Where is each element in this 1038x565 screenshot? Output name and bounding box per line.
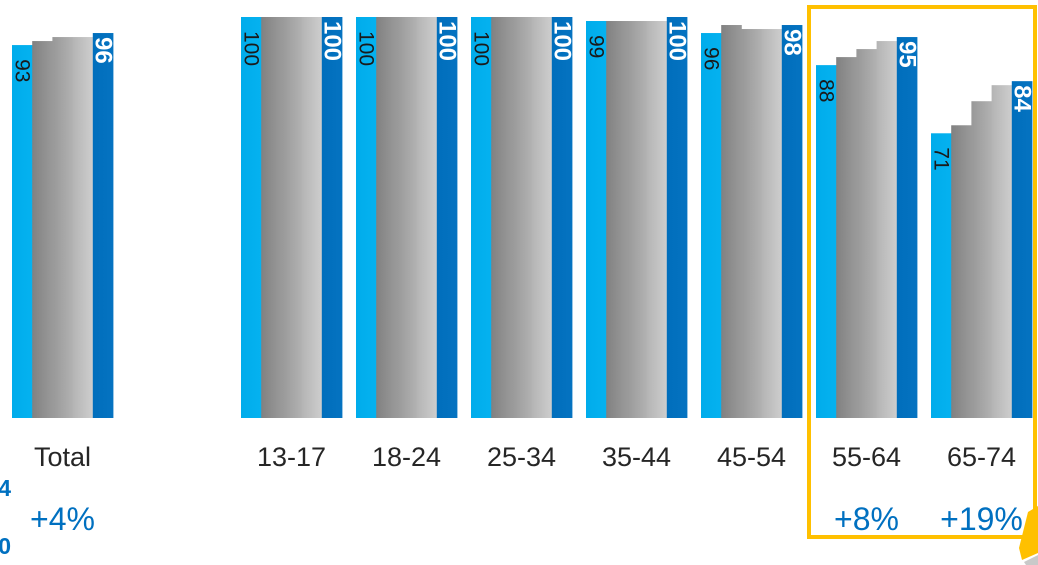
bar-35-44-series-1 <box>586 21 607 418</box>
bar-25-34-series-5 <box>551 17 573 418</box>
data-label-35-44-series-1: 99 <box>585 35 608 58</box>
bar-35-44-series-2 <box>606 21 627 418</box>
highlight-box <box>807 5 1037 539</box>
growth-label-total: +4% <box>30 501 95 537</box>
data-label-55-64-series-5: 95 <box>893 41 920 68</box>
category-label-45-54: 45-54 <box>717 442 786 472</box>
category-label-25-34: 25-34 <box>487 442 556 472</box>
bar-65-74-series-3 <box>971 101 992 419</box>
bar-45-54-series-2 <box>721 25 742 419</box>
bar-13-17-series-1 <box>241 17 262 418</box>
bar-18-24-series-2 <box>376 17 397 418</box>
bar-25-34-series-2 <box>491 17 512 418</box>
bar-group-35-44: 99 100 <box>585 17 690 418</box>
data-label-total-series-1: 93 <box>11 59 34 82</box>
bar-65-74-series-2 <box>951 125 972 419</box>
bar-group-18-24: 100 100 <box>355 17 460 418</box>
bar-group-45-54: 96 98 <box>700 25 805 419</box>
data-label-65-74-series-1: 71 <box>930 147 953 170</box>
data-label-18-24-series-1: 100 <box>355 31 378 66</box>
bar-13-17-series-2 <box>261 17 282 418</box>
bar-35-44-series-5 <box>666 17 688 418</box>
category-label-65-74: 65-74 <box>947 442 1016 472</box>
data-label-25-34-series-5: 100 <box>548 21 575 61</box>
bar-18-24-series-1 <box>356 17 377 418</box>
data-label-35-44-series-5: 100 <box>663 21 690 61</box>
bar-45-54-series-5 <box>781 25 803 419</box>
left-edge-text-2: 0 <box>0 533 11 559</box>
bar-55-64-series-1 <box>816 65 837 419</box>
bar-total-series-2 <box>32 41 53 419</box>
growth-label-55-64: +8% <box>834 501 899 537</box>
bar-total-series-3 <box>52 37 73 419</box>
data-label-55-64-series-1: 88 <box>815 79 838 102</box>
bar-25-34-series-1 <box>471 17 492 418</box>
category-label-55-64: 55-64 <box>832 442 901 472</box>
bar-18-24-series-3 <box>396 17 417 418</box>
bar-total-series-4 <box>72 37 94 419</box>
bar-65-74-series-1 <box>931 133 952 419</box>
bar-total-series-1 <box>12 45 33 418</box>
bar-45-54-series-1 <box>701 33 722 418</box>
data-label-13-17-series-5: 100 <box>318 21 345 61</box>
bar-13-17-series-4 <box>301 17 323 418</box>
bar-65-74-series-4 <box>991 85 1013 419</box>
data-label-total-series-5: 96 <box>89 37 116 64</box>
category-label-35-44: 35-44 <box>602 442 671 472</box>
bar-35-44-series-4 <box>646 21 668 418</box>
left-edge-text-1: 4 <box>0 475 11 501</box>
callout-shadow <box>1024 555 1038 565</box>
bar-55-64-series-5 <box>896 37 918 419</box>
bar-25-34-series-3 <box>511 17 532 418</box>
data-label-25-34-series-1: 100 <box>470 31 493 66</box>
data-label-45-54-series-5: 98 <box>778 29 805 56</box>
bar-25-34-series-4 <box>531 17 553 418</box>
data-label-65-74-series-5: 84 <box>1008 85 1035 112</box>
growth-label-65-74: +19% <box>940 501 1023 537</box>
bar-55-64-series-4 <box>876 41 898 419</box>
bar-55-64-series-2 <box>836 57 857 418</box>
bar-65-74-series-5 <box>1011 81 1033 418</box>
data-label-18-24-series-5: 100 <box>433 21 460 61</box>
category-label-18-24: 18-24 <box>372 442 441 472</box>
data-label-45-54-series-1: 96 <box>700 47 723 70</box>
bar-group-total: 93 96 <box>11 33 116 419</box>
bar-group-25-34: 100 100 <box>470 17 575 418</box>
bar-group-55-64: 88 95 <box>815 37 920 419</box>
bar-13-17-series-5 <box>321 17 343 418</box>
bar-total-series-5 <box>92 33 114 418</box>
callout-shape <box>1019 506 1038 560</box>
bar-group-13-17: 100 100 <box>240 17 345 418</box>
bar-13-17-series-3 <box>281 17 302 418</box>
bar-18-24-series-5 <box>436 17 458 418</box>
bar-45-54-series-4 <box>761 29 783 419</box>
bar-45-54-series-3 <box>741 29 762 419</box>
category-label-13-17: 13-17 <box>257 442 326 472</box>
bar-35-44-series-3 <box>626 21 647 418</box>
bar-55-64-series-3 <box>856 49 877 418</box>
category-label-total: Total <box>34 442 91 472</box>
data-label-13-17-series-1: 100 <box>240 31 263 66</box>
bar-group-65-74: 71 84 <box>930 81 1035 419</box>
bar-18-24-series-4 <box>416 17 438 418</box>
